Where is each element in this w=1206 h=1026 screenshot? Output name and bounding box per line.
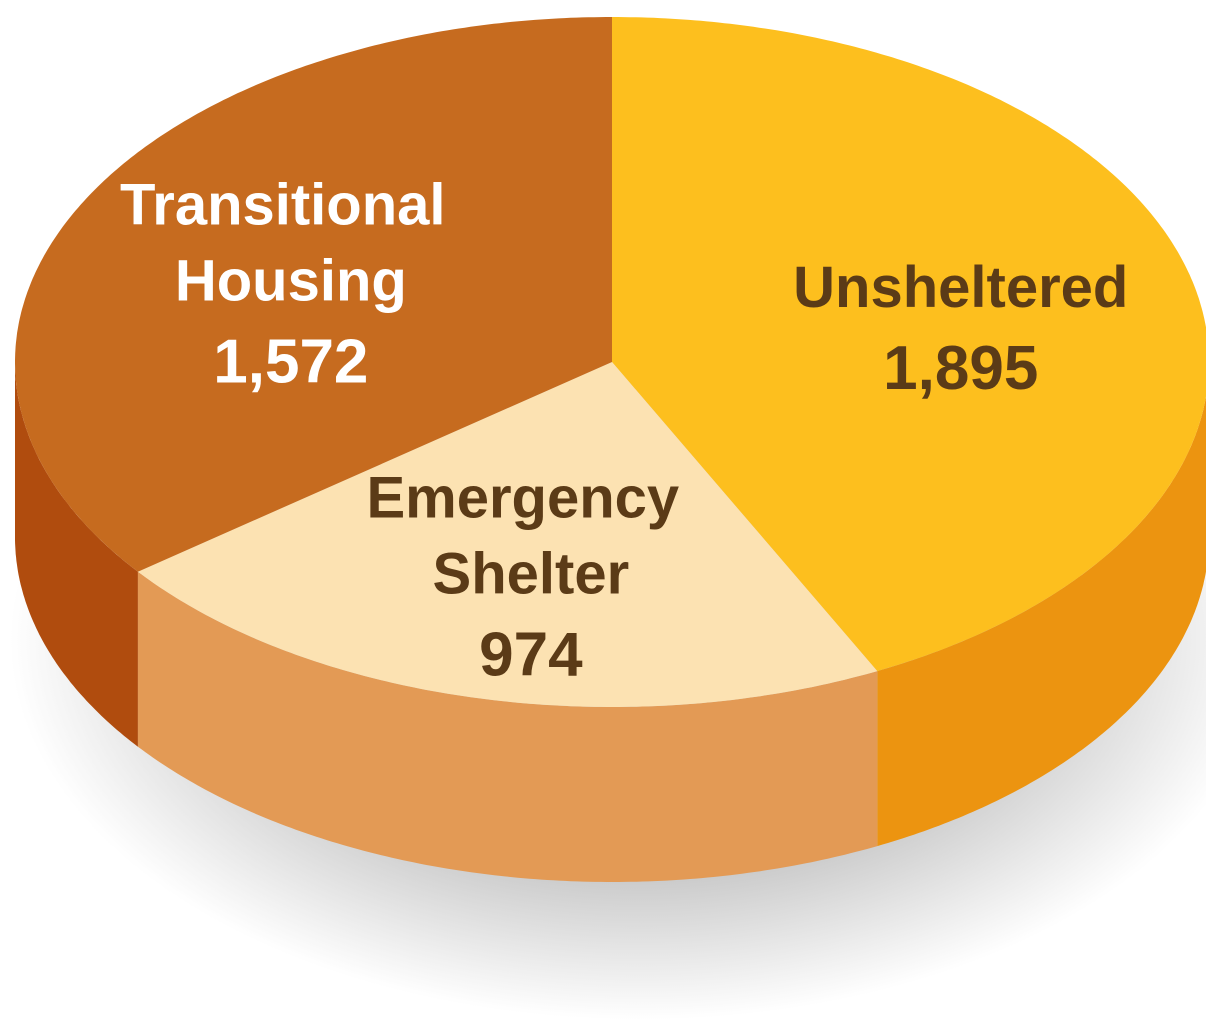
slice xyxy=(15,17,612,572)
value-label: 974 xyxy=(479,621,583,690)
slice xyxy=(612,17,1206,672)
value-label: 1,572 xyxy=(213,327,368,396)
slice-label: Emergency Shelter xyxy=(366,466,695,607)
slice-label: Unsheltered xyxy=(793,255,1128,320)
value-label: 1,895 xyxy=(883,334,1038,403)
slice xyxy=(137,362,878,707)
slice-side xyxy=(15,362,138,747)
slice-side xyxy=(877,396,1206,847)
slice-side xyxy=(137,571,878,882)
slice-label: Transitional Housing xyxy=(120,172,462,313)
